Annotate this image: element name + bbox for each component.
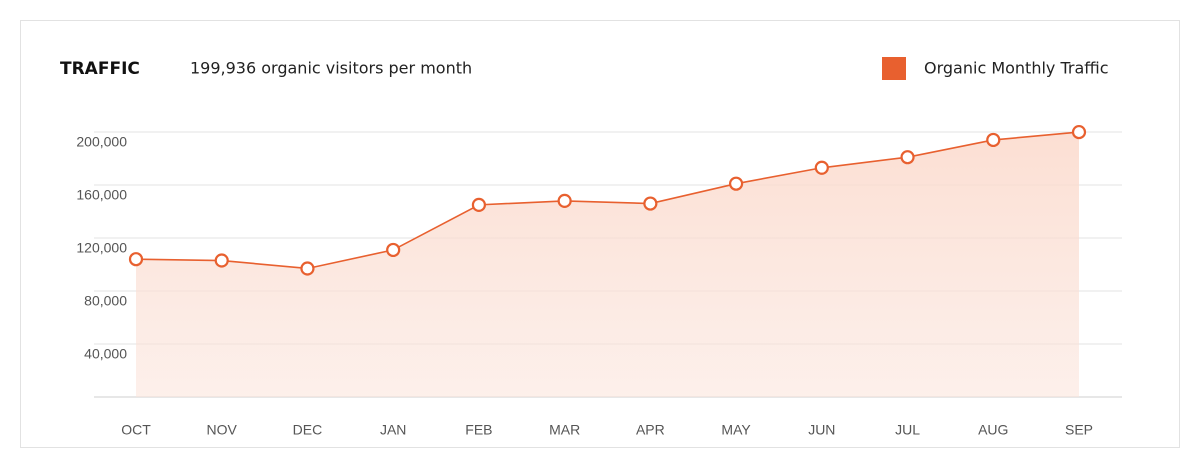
point — [300, 261, 315, 276]
x-tick-label: JUL — [895, 422, 920, 438]
x-tick-label: OCT — [121, 422, 151, 438]
point — [214, 253, 229, 268]
x-tick-label: JUN — [808, 422, 835, 438]
chart-subtitle: 199,936 organic visitors per month — [190, 59, 472, 78]
point — [814, 160, 829, 175]
point — [386, 242, 401, 258]
point — [1071, 124, 1087, 140]
x-tick-label: NOV — [207, 422, 238, 438]
x-tick-label: MAR — [549, 422, 580, 438]
area — [136, 132, 1079, 398]
legend-label: Organic Monthly Traffic — [924, 59, 1109, 78]
point — [557, 193, 572, 208]
point — [900, 150, 915, 165]
x-tick-label: SEP — [1065, 422, 1093, 438]
x-tick-label: DEC — [293, 422, 323, 438]
point — [471, 197, 487, 212]
point — [643, 196, 658, 211]
point — [728, 176, 744, 191]
point — [986, 132, 1001, 148]
x-tick-label: FEB — [465, 422, 492, 438]
y-tick-label: 200,000 — [76, 134, 127, 150]
y-tick-label: 80,000 — [84, 293, 127, 309]
y-tick-label: 160,000 — [76, 187, 127, 203]
line — [135, 131, 1080, 270]
x-tick-label: AUG — [978, 422, 1008, 438]
x-tick-label: JAN — [380, 422, 406, 438]
x-tick-label: MAY — [721, 422, 751, 438]
y-tick-label: 40,000 — [84, 346, 127, 362]
x-tick-label: APR — [636, 422, 665, 438]
legend-swatch — [882, 57, 906, 80]
y-tick-label: 120,000 — [76, 240, 127, 256]
point — [128, 252, 144, 267]
chart-title: TRAFFIC — [60, 59, 140, 79]
